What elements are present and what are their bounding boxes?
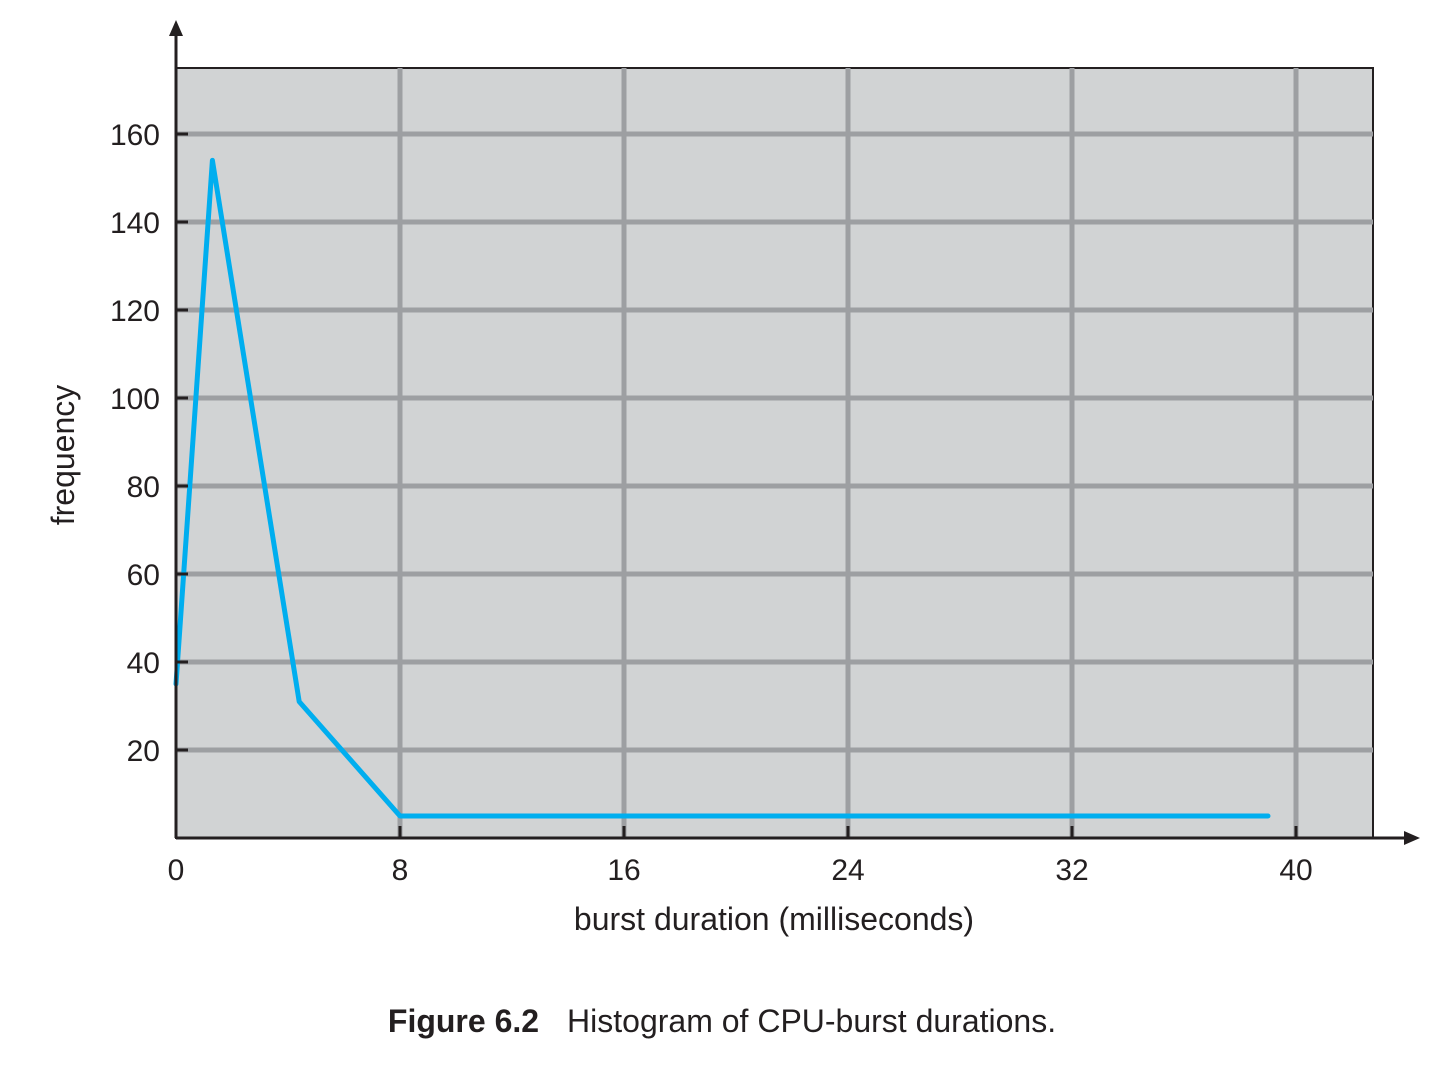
figure-caption: Figure 6.2 Histogram of CPU-burst duratio… — [0, 1003, 1444, 1040]
x-tick-label: 0 — [168, 854, 185, 887]
figure-number: Figure 6.2 — [387, 1003, 540, 1039]
y-tick-label: 100 — [110, 383, 160, 416]
series-line — [173, 157, 1271, 819]
y-tick-label: 80 — [127, 471, 160, 504]
x-tick-label: 40 — [1279, 854, 1312, 887]
x-axis-title: burst duration (milliseconds) — [574, 901, 974, 937]
y-tick-label: 20 — [127, 735, 160, 768]
x-tick-label: 8 — [392, 854, 409, 887]
y-axis-title: frequency — [45, 385, 81, 526]
grid-lines — [176, 68, 1373, 838]
y-tick-label: 120 — [110, 295, 160, 328]
y-tick-label: 140 — [110, 207, 160, 240]
tick-labels: 20 40 60 80 100 120 140 160 0 8 16 24 32 40 — [110, 119, 1313, 887]
series-group — [173, 157, 1271, 819]
x-tick-label: 16 — [607, 854, 640, 887]
x-tick-label: 32 — [1055, 854, 1088, 887]
plot-area — [175, 67, 1374, 839]
x-axis-arrowhead — [1404, 831, 1420, 845]
x-tick-label: 24 — [831, 854, 864, 887]
y-axis-arrowhead — [169, 20, 183, 36]
y-tick-label: 40 — [127, 647, 160, 680]
y-tick-label: 60 — [127, 559, 160, 592]
caption-text: Histogram of CPU-burst durations. — [567, 1003, 1057, 1039]
axes — [169, 20, 1420, 845]
y-tick-label: 160 — [110, 119, 160, 152]
